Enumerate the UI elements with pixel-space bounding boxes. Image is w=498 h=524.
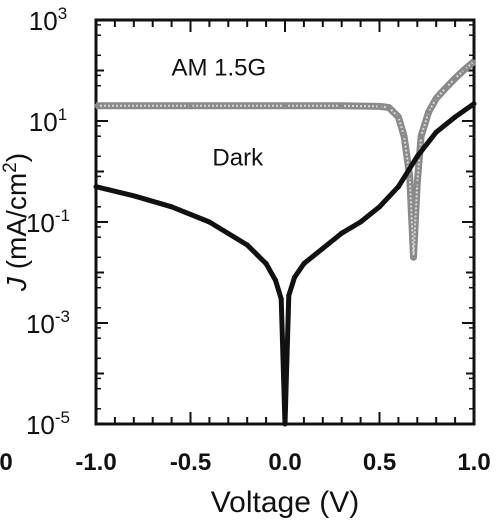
data-point-dark bbox=[434, 130, 439, 135]
x-axis-label: Voltage (V) bbox=[211, 486, 359, 519]
y-tick-label: 103 bbox=[29, 4, 67, 36]
data-point-dark bbox=[415, 154, 420, 159]
x-tick-label: -1.0 bbox=[75, 449, 116, 476]
data-point-dark bbox=[169, 204, 174, 209]
x-tick-label: 0.0 bbox=[268, 449, 301, 476]
data-point-am15g bbox=[387, 106, 391, 110]
data-point-dark bbox=[283, 422, 288, 427]
data-point-am15g bbox=[283, 104, 287, 108]
data-point-am15g bbox=[444, 86, 448, 90]
data-point-dark bbox=[358, 220, 363, 225]
data-point-dark bbox=[339, 231, 344, 236]
data-point-am15g bbox=[463, 67, 467, 71]
data-point-dark bbox=[131, 193, 136, 198]
data-point-am15g bbox=[412, 255, 416, 259]
data-point-dark bbox=[377, 204, 382, 209]
x-tick-label: 1.0 bbox=[457, 449, 490, 476]
data-point-am15g bbox=[419, 134, 423, 138]
stray-tick-label: 0 bbox=[0, 449, 13, 476]
data-point-am15g bbox=[453, 76, 457, 80]
y-tick-label: 101 bbox=[29, 105, 67, 137]
data-point-am15g bbox=[434, 96, 438, 100]
annotation-label: AM 1.5G bbox=[171, 54, 266, 81]
y-tick-label: 10-3 bbox=[26, 307, 70, 339]
data-point-am15g bbox=[94, 104, 98, 108]
data-point-am15g bbox=[378, 104, 382, 108]
data-point-am15g bbox=[427, 110, 431, 114]
data-point-am15g bbox=[189, 104, 193, 108]
x-tick-label: 0.5 bbox=[363, 449, 396, 476]
data-point-dark bbox=[301, 261, 306, 266]
data-point-am15g bbox=[396, 115, 400, 119]
data-point-dark bbox=[94, 184, 99, 189]
y-tick-label: 10-1 bbox=[26, 206, 70, 238]
data-point-dark bbox=[273, 278, 278, 283]
y-axis-label: J (mA/cm2) bbox=[0, 153, 32, 292]
data-point-dark bbox=[264, 261, 269, 266]
data-point-am15g bbox=[472, 60, 476, 64]
data-point-dark bbox=[320, 246, 325, 251]
data-point-dark bbox=[207, 220, 212, 225]
data-point-dark bbox=[472, 101, 477, 106]
data-point-am15g bbox=[415, 181, 419, 185]
y-tick-label: 10-5 bbox=[26, 408, 70, 440]
data-point-dark bbox=[453, 115, 458, 120]
data-point-dark bbox=[286, 293, 291, 298]
annotation-label: Dark bbox=[212, 145, 264, 172]
data-point-dark bbox=[292, 275, 297, 280]
data-point-am15g bbox=[402, 134, 406, 138]
x-tick-label: -0.5 bbox=[170, 449, 211, 476]
data-point-dark bbox=[396, 184, 401, 189]
data-point-am15g bbox=[340, 104, 344, 108]
data-point-dark bbox=[245, 243, 250, 248]
data-point-dark bbox=[279, 296, 284, 301]
